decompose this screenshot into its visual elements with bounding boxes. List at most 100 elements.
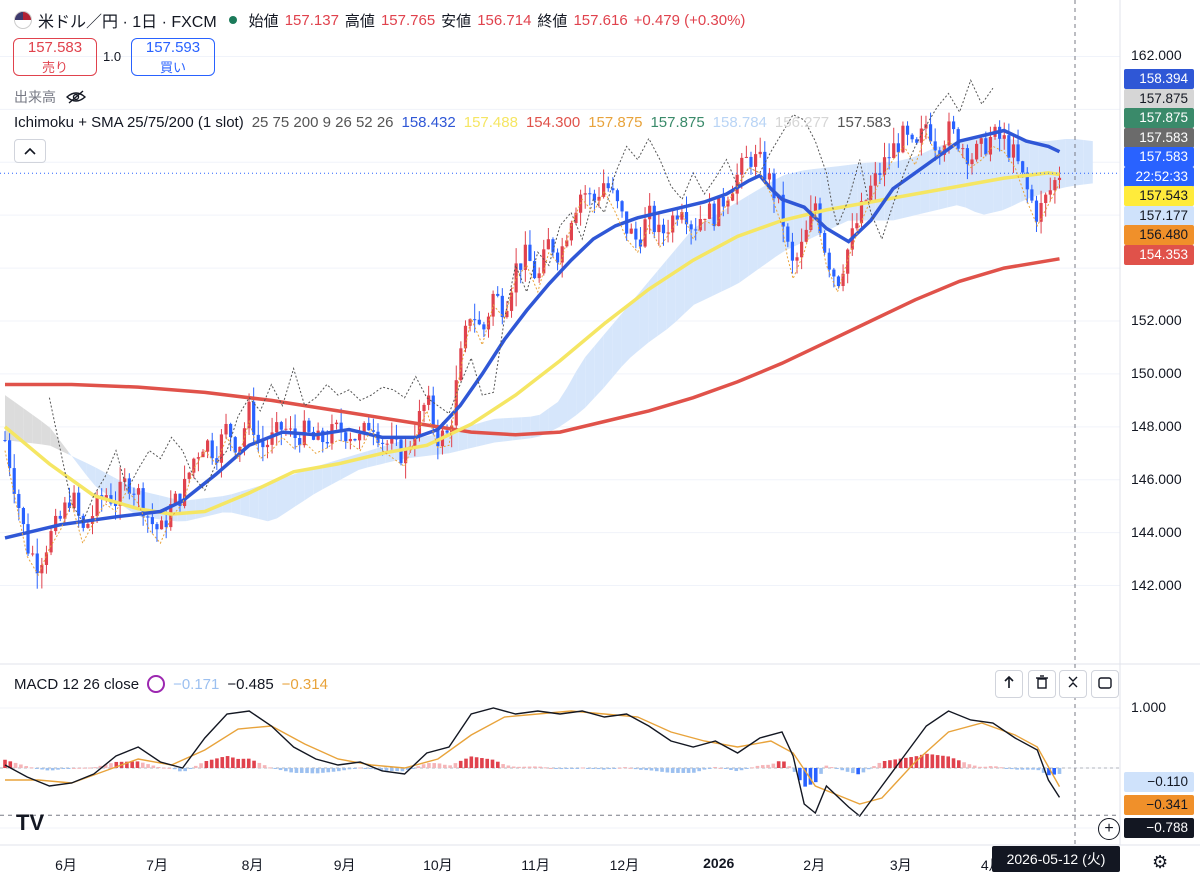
macd-histogram-bar	[98, 765, 103, 768]
macd-histogram-bar	[130, 761, 134, 768]
move-up-button[interactable]	[995, 670, 1023, 698]
macd-histogram-bar	[755, 765, 760, 768]
cloud-segment	[59, 439, 69, 455]
macd-histogram-bar	[856, 768, 860, 775]
cloud-segment	[503, 417, 513, 442]
candle-body	[873, 173, 877, 186]
macd-histogram-bar	[527, 766, 532, 768]
candle-body	[1057, 177, 1062, 181]
sma75-line	[3, 171, 1060, 516]
buy-button[interactable]: 157.593 買い	[131, 38, 215, 76]
macd-histogram-bar	[1041, 768, 1046, 773]
candle-body	[882, 157, 887, 175]
candle-body	[58, 515, 62, 519]
candle-body	[35, 553, 39, 574]
cloud-segment	[938, 143, 948, 210]
candle-body	[477, 319, 481, 325]
high-label: 高値	[344, 12, 375, 30]
macd-histogram-bar	[617, 767, 622, 769]
time-tick-label: 10月	[423, 857, 453, 873]
candle-body	[555, 252, 560, 263]
macd-histogram-bar	[681, 768, 686, 773]
volume-indicator[interactable]: 出来高	[14, 87, 86, 107]
sell-button[interactable]: 157.583 売り	[13, 38, 97, 76]
candle-body	[841, 273, 845, 287]
macd-histogram-bar	[861, 768, 866, 773]
candle-body	[809, 211, 813, 230]
candle-body	[597, 196, 601, 201]
ichimoku-value: 156.277	[774, 114, 830, 131]
symbol-title[interactable]: 米ドル／円 · 1日 · FXCM	[38, 14, 217, 31]
candle-body	[523, 244, 527, 270]
macd-histogram-bar	[941, 755, 945, 768]
cloud-segment	[1065, 138, 1075, 188]
candle-body	[574, 212, 578, 223]
candle-body	[146, 516, 150, 518]
candle-body	[229, 423, 233, 438]
candle-body	[219, 434, 224, 463]
candle-body	[611, 188, 615, 191]
candle-body	[1011, 144, 1016, 158]
cloud-segment	[32, 414, 42, 445]
macd-signal-value: −0.314	[281, 675, 328, 693]
macd-histogram-bar	[151, 765, 156, 768]
macd-histogram-bar	[851, 768, 855, 774]
add-crosshair-button[interactable]: +	[1098, 818, 1120, 840]
macd-histogram-bar	[167, 767, 172, 769]
macd-histogram-bar	[427, 763, 431, 768]
maximize-icon	[1098, 677, 1112, 689]
candle-body	[643, 219, 647, 247]
candle-body	[565, 240, 569, 247]
collapse-pane-button[interactable]	[1059, 670, 1087, 698]
order-quantity[interactable]: 1.0	[103, 49, 122, 64]
cloud-segment	[258, 483, 268, 522]
macd-histogram-bar	[8, 761, 13, 768]
macd-histogram-bar	[109, 763, 113, 768]
candle-body	[12, 468, 16, 494]
candle-body	[288, 428, 293, 430]
candle-body	[901, 125, 905, 153]
cloud-segment	[23, 408, 33, 444]
gear-icon[interactable]: ⚙	[1152, 852, 1169, 872]
candle-body	[514, 263, 518, 293]
macd-legend[interactable]: MACD 12 26 close −0.171 −0.485 −0.314	[14, 675, 328, 693]
candle-body	[279, 422, 283, 430]
candle-body	[252, 401, 256, 435]
cloud-segment	[594, 335, 604, 399]
candle-body	[353, 438, 357, 441]
macd-histogram-bar	[888, 760, 892, 768]
candle-body	[1044, 194, 1048, 204]
candle-body	[836, 276, 841, 287]
tradingview-logo[interactable]: TV	[16, 810, 45, 835]
macd-histogram-bar	[82, 767, 87, 769]
macd-histogram-bar	[623, 767, 627, 769]
macd-histogram-bar	[140, 762, 145, 768]
cloud-segment	[1074, 138, 1084, 186]
cloud-segment	[748, 190, 758, 277]
macd-histogram-bar	[183, 768, 187, 772]
sync-icon[interactable]	[147, 675, 166, 693]
maximize-pane-button[interactable]	[1091, 670, 1119, 698]
candle-body	[661, 224, 666, 234]
conversion-line	[4, 131, 1060, 577]
macd-histogram-bar	[782, 761, 786, 768]
delete-pane-button[interactable]	[1028, 670, 1056, 698]
macd-histogram-bar	[904, 757, 908, 768]
price-label: 157.583	[1124, 147, 1194, 167]
price-label: 157.543	[1124, 186, 1194, 206]
hidden-eye-icon[interactable]	[66, 89, 86, 105]
candle-body	[334, 422, 339, 425]
candle-body	[3, 440, 7, 442]
macd-histogram-bar	[310, 768, 315, 774]
ichimoku-legend[interactable]: Ichimoku + SMA 25/75/200 (1 slot) 25 75 …	[14, 114, 891, 131]
cloud-segment	[50, 428, 60, 451]
macd-histogram-bar	[331, 768, 336, 772]
candle-body	[155, 524, 159, 530]
candle-body	[528, 244, 532, 261]
collapse-legend-button[interactable]	[14, 139, 46, 163]
volume-label: 出来高	[14, 89, 56, 105]
macd-histogram-bar	[792, 768, 797, 772]
candle-body	[666, 232, 670, 234]
candle-body	[491, 293, 495, 317]
